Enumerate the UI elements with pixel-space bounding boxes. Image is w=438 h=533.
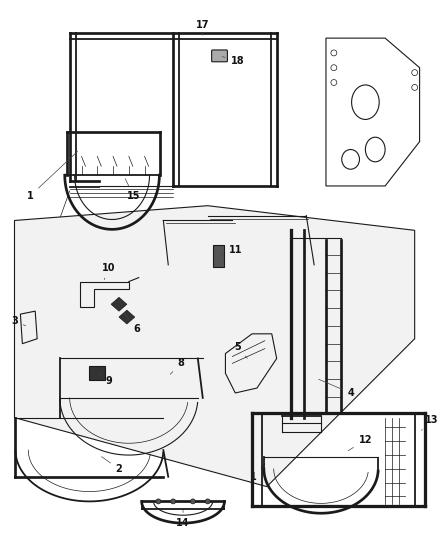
Text: 11: 11 — [221, 245, 242, 255]
FancyBboxPatch shape — [212, 245, 224, 267]
Circle shape — [171, 499, 176, 504]
Text: 4: 4 — [319, 379, 354, 398]
Text: 9: 9 — [99, 375, 113, 386]
Circle shape — [205, 499, 210, 504]
Text: 15: 15 — [125, 179, 141, 201]
Text: 18: 18 — [222, 56, 244, 66]
Text: 3: 3 — [11, 316, 26, 326]
Text: 17: 17 — [196, 20, 209, 35]
Polygon shape — [14, 206, 415, 487]
Circle shape — [191, 499, 195, 504]
Text: 5: 5 — [234, 342, 247, 358]
Polygon shape — [111, 297, 127, 311]
Text: 2: 2 — [102, 457, 122, 474]
Text: 1: 1 — [27, 151, 78, 201]
Text: 14: 14 — [176, 509, 190, 528]
Text: 6: 6 — [125, 313, 140, 334]
Text: 13: 13 — [421, 415, 438, 430]
Text: 12: 12 — [348, 435, 372, 451]
Circle shape — [156, 499, 161, 504]
FancyBboxPatch shape — [212, 50, 227, 62]
Text: 10: 10 — [102, 263, 116, 280]
Text: 1: 1 — [250, 464, 265, 482]
Text: 8: 8 — [170, 358, 184, 374]
FancyBboxPatch shape — [89, 366, 105, 380]
Polygon shape — [119, 310, 135, 324]
